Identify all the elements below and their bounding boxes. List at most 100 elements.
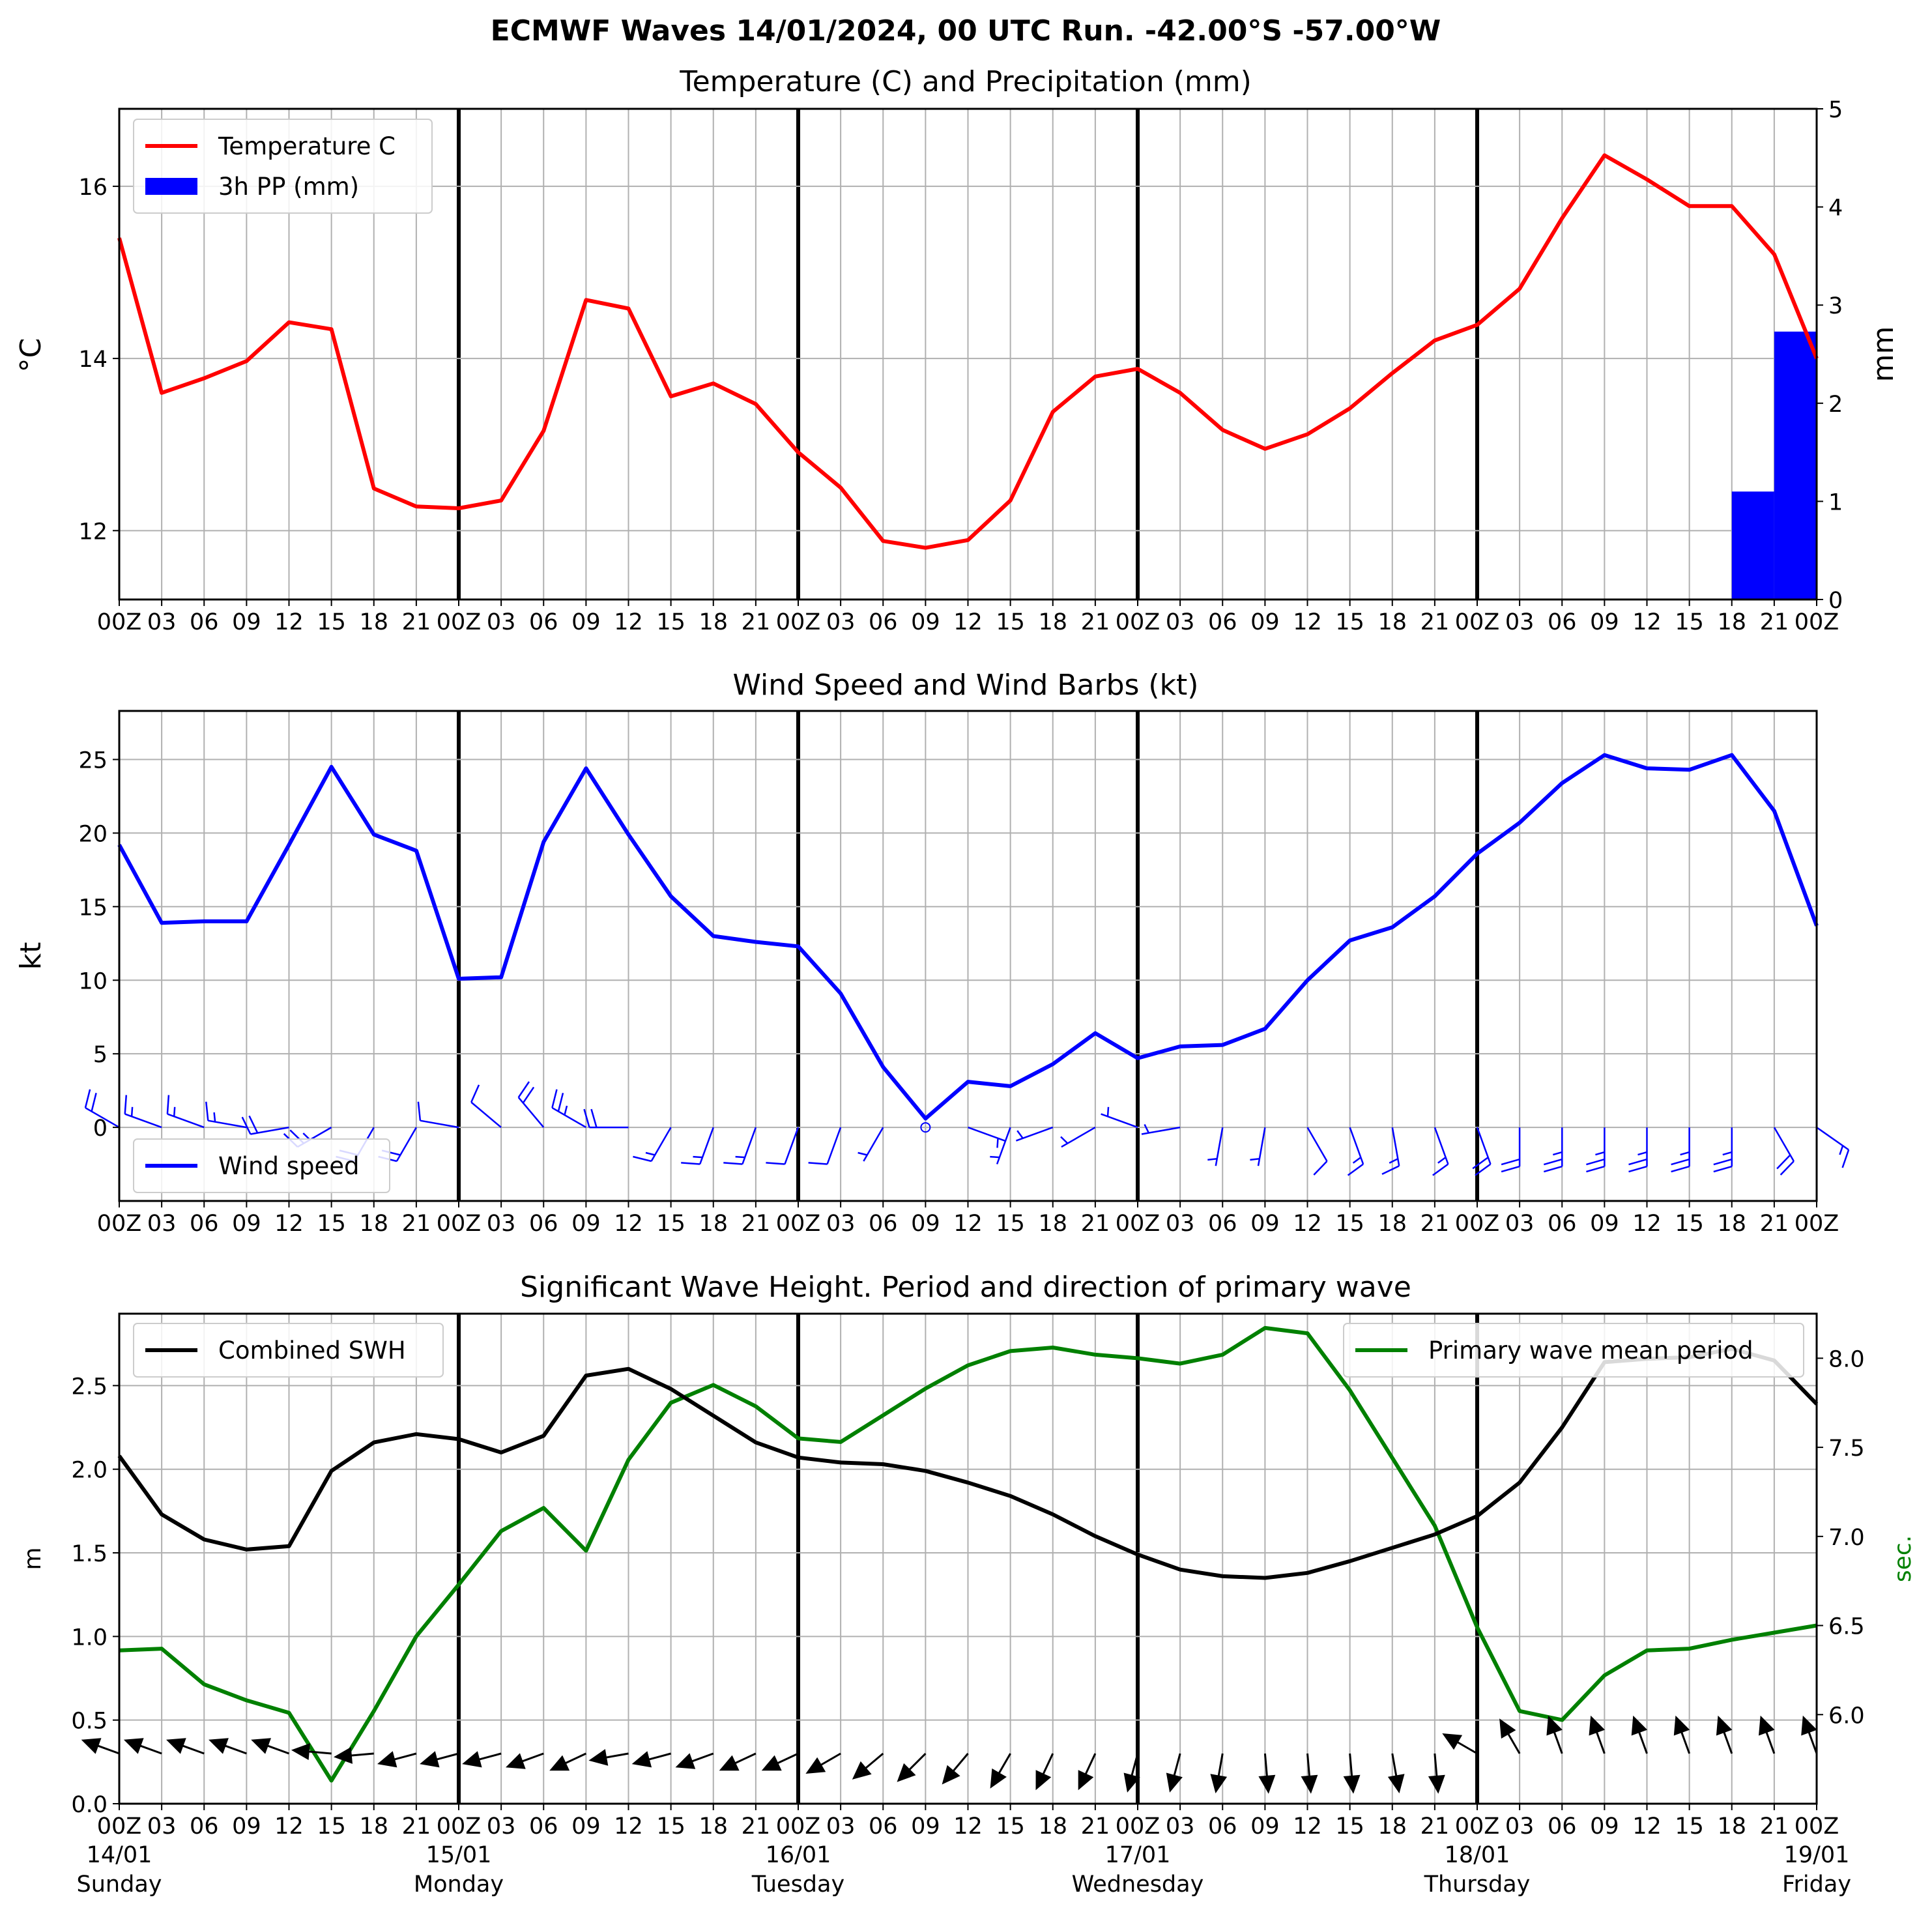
y2-tick-label: 5 (1828, 97, 1843, 123)
x-tick-label: 21 (402, 609, 431, 635)
wind-barb (1671, 1127, 1690, 1173)
y-tick-label: 0.0 (71, 1792, 108, 1818)
panel-title-wind: Wind Speed and Wind Barbs (kt) (733, 669, 1199, 702)
legend-box (1343, 1323, 1804, 1378)
x-tick-label: 18 (359, 609, 388, 635)
x-tick-label: 00Z (97, 1211, 142, 1237)
x-tick-label: 09 (232, 1813, 261, 1840)
wind-barb (808, 1127, 842, 1165)
y2-tick-label: 7.0 (1828, 1525, 1865, 1551)
y2-tick-label: 0 (1828, 588, 1843, 614)
wind-barb (920, 1122, 931, 1133)
date-label: 15/01 (426, 1842, 492, 1868)
x-tick-label: 12 (274, 1211, 304, 1237)
y-tick-label: 1.0 (71, 1625, 108, 1651)
legend-box (133, 1138, 390, 1193)
x-tick-label: 15 (656, 1211, 685, 1237)
wave-direction-arrow (648, 1752, 672, 1761)
wave-direction-arrowhead (1210, 1774, 1228, 1794)
x-tick-label: 09 (571, 1813, 601, 1840)
y2-tick-label: 2 (1828, 392, 1843, 418)
wind-barb (1101, 1106, 1138, 1129)
x-tick-label: 00Z (1116, 1211, 1161, 1237)
x-tick-label: 18 (359, 1813, 388, 1840)
x-tick-label: 09 (1590, 1813, 1619, 1840)
wind-barb (1586, 1127, 1606, 1173)
x-tick-label: 03 (147, 1813, 177, 1840)
x-tick-label: 06 (869, 1813, 898, 1840)
wave-direction-arrowhead (1589, 1715, 1605, 1736)
wind-barb (583, 1108, 629, 1129)
legend-label: Wind speed (218, 1152, 360, 1180)
y-tick-label: 25 (78, 748, 108, 774)
wind-barb (84, 1089, 120, 1129)
y2-tick-label: 1 (1828, 489, 1843, 515)
x-tick-label: 12 (614, 609, 643, 635)
temperature-line (117, 153, 1819, 550)
wave-direction-arrowhead (1546, 1715, 1563, 1736)
x-tick-label: 06 (1208, 609, 1237, 635)
wind-barb (1472, 1127, 1492, 1176)
legend-label: Temperature C (218, 132, 396, 160)
x-tick-label: 21 (1420, 1813, 1450, 1840)
plot-frame (118, 710, 1818, 1202)
precipitation-bar (1774, 331, 1817, 599)
wind-barb (633, 1127, 672, 1163)
wave-direction-arrow (181, 1744, 205, 1755)
wave-direction-arrow (308, 1750, 332, 1755)
y2-tick-label: 8.0 (1828, 1346, 1865, 1372)
x-tick-label: 12 (1293, 1211, 1322, 1237)
y-tick-label: 14 (78, 347, 108, 373)
y-axis-label: °C (14, 338, 48, 373)
y2-tick-label: 3 (1828, 293, 1843, 319)
day-label: Sunday (77, 1871, 162, 1898)
day-label: Monday (414, 1871, 504, 1898)
x-tick-label: 09 (232, 1211, 261, 1237)
x-tick-label: 00Z (1455, 1813, 1500, 1840)
wave-direction-arrow (224, 1744, 247, 1755)
wave-direction-arrowhead (1343, 1774, 1361, 1794)
wave-direction-arrow (952, 1753, 969, 1772)
wave-direction-arrowhead (1631, 1715, 1648, 1736)
x-tick-label: 00Z (437, 609, 482, 635)
wind-barb (1773, 1127, 1795, 1176)
x-tick-label: 03 (1505, 1211, 1535, 1237)
wave-direction-arrowhead (81, 1738, 102, 1754)
wave-direction-arrowhead (1673, 1715, 1690, 1736)
x-tick-label: 06 (190, 1211, 219, 1237)
x-tick-label: 06 (869, 609, 898, 635)
x-tick-label: 21 (742, 1813, 771, 1840)
panel-waves: Significant Wave Height. Period and dire… (20, 1271, 1916, 1898)
wind-barb (1628, 1127, 1648, 1173)
x-tick-label: 03 (1166, 1211, 1195, 1237)
wave-direction-arrow (1084, 1753, 1097, 1776)
wave-direction-arrow (1456, 1740, 1478, 1755)
wind-speed-line (117, 753, 1819, 1121)
x-tick-label: 12 (953, 1211, 983, 1237)
x-tick-label: 09 (911, 1813, 940, 1840)
wave-direction-arrowhead (1078, 1770, 1094, 1791)
x-tick-label: 12 (274, 1813, 304, 1840)
wave-direction-arrow (1131, 1753, 1139, 1777)
wave-direction-arrowhead (251, 1738, 271, 1754)
wind-barb (551, 1089, 587, 1129)
y-axis-label: kt (14, 942, 48, 970)
wave-direction-arrow (1391, 1753, 1398, 1777)
wave-direction-arrow (1765, 1731, 1776, 1754)
y2-axis-label: sec. (1890, 1535, 1916, 1582)
wave-direction-arrowhead (166, 1738, 186, 1754)
x-tick-label: 00Z (776, 1211, 821, 1237)
x-tick-label: 06 (869, 1211, 898, 1237)
x-tick-label: 21 (1420, 1211, 1450, 1237)
x-tick-label: 00Z (1795, 1813, 1839, 1840)
x-tick-label: 09 (911, 609, 940, 635)
x-tick-label: 15 (1335, 1211, 1364, 1237)
wave-direction-arrowhead (1387, 1774, 1405, 1794)
wave-direction-arrow (1680, 1731, 1691, 1754)
wave-direction-arrow (1507, 1733, 1521, 1754)
x-tick-label: 00Z (97, 1813, 142, 1840)
x-tick-label: 18 (699, 609, 728, 635)
wind-barb (205, 1101, 247, 1129)
wave-direction-arrowhead (675, 1753, 696, 1769)
x-tick-label: 15 (996, 1813, 1025, 1840)
